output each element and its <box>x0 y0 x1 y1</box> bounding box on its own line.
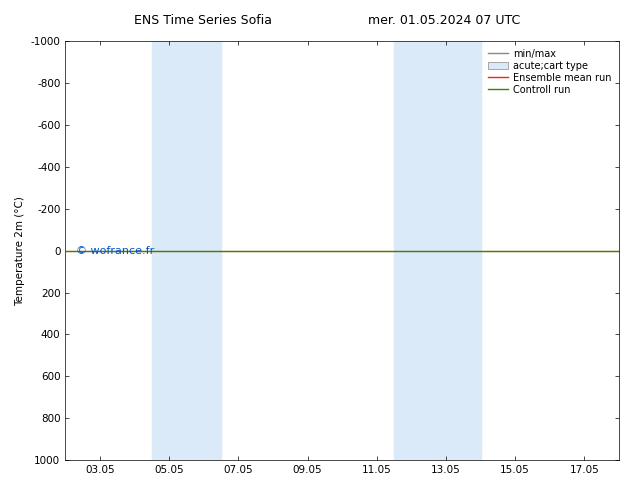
Bar <box>152 41 221 460</box>
Text: ENS Time Series Sofia: ENS Time Series Sofia <box>134 14 272 27</box>
Legend: min/max, acute;cart type, Ensemble mean run, Controll run: min/max, acute;cart type, Ensemble mean … <box>486 46 614 98</box>
Text: © wofrance.fr: © wofrance.fr <box>76 245 155 256</box>
Text: mer. 01.05.2024 07 UTC: mer. 01.05.2024 07 UTC <box>368 14 520 27</box>
Bar <box>394 41 481 460</box>
Y-axis label: Temperature 2m (°C): Temperature 2m (°C) <box>15 196 25 306</box>
